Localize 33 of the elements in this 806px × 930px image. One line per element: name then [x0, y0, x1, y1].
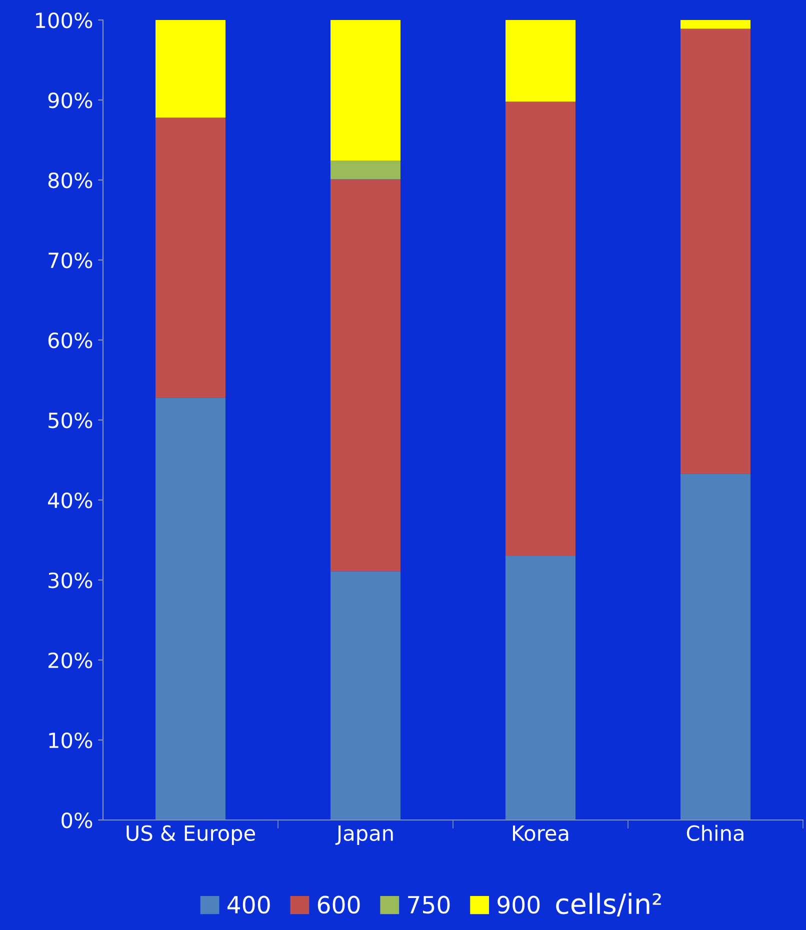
y-tick-label: 100% [36, 12, 92, 28]
bar [156, 118, 226, 398]
x-tick-label: US & Europe [126, 825, 255, 846]
y-tick-label: 90% [48, 92, 92, 108]
legend-label: 750 [408, 896, 450, 914]
bar [156, 20, 226, 118]
legend-label: 400 [227, 896, 270, 914]
legend-label: 900 [498, 896, 540, 914]
bar [330, 179, 400, 572]
x-tick-label: Korea [513, 826, 568, 841]
y-tick-label: 60% [48, 332, 92, 348]
y-tick-label: 30% [48, 572, 92, 588]
bar [680, 20, 750, 29]
bar [330, 571, 400, 820]
bar [680, 474, 750, 820]
bar [330, 20, 400, 161]
y-tick-label: 20% [48, 652, 92, 668]
y-tick-label: 80% [48, 172, 92, 188]
bar [680, 28, 750, 474]
bar [506, 102, 576, 556]
bar [156, 398, 226, 820]
x-tick-label: China [686, 824, 744, 841]
legend-label: 600 [318, 896, 360, 914]
y-tick-label: 10% [49, 732, 92, 748]
y-tick-label: 70% [48, 252, 92, 268]
legend-title: cells/in² [556, 892, 661, 916]
y-tick-label: 40% [48, 492, 92, 508]
y-tick-label: 50% [48, 412, 92, 428]
x-tick-label: Japan [335, 826, 393, 846]
bar [330, 160, 400, 180]
bar [506, 20, 576, 102]
bar [506, 556, 576, 820]
y-tick-label: 0% [62, 812, 92, 828]
